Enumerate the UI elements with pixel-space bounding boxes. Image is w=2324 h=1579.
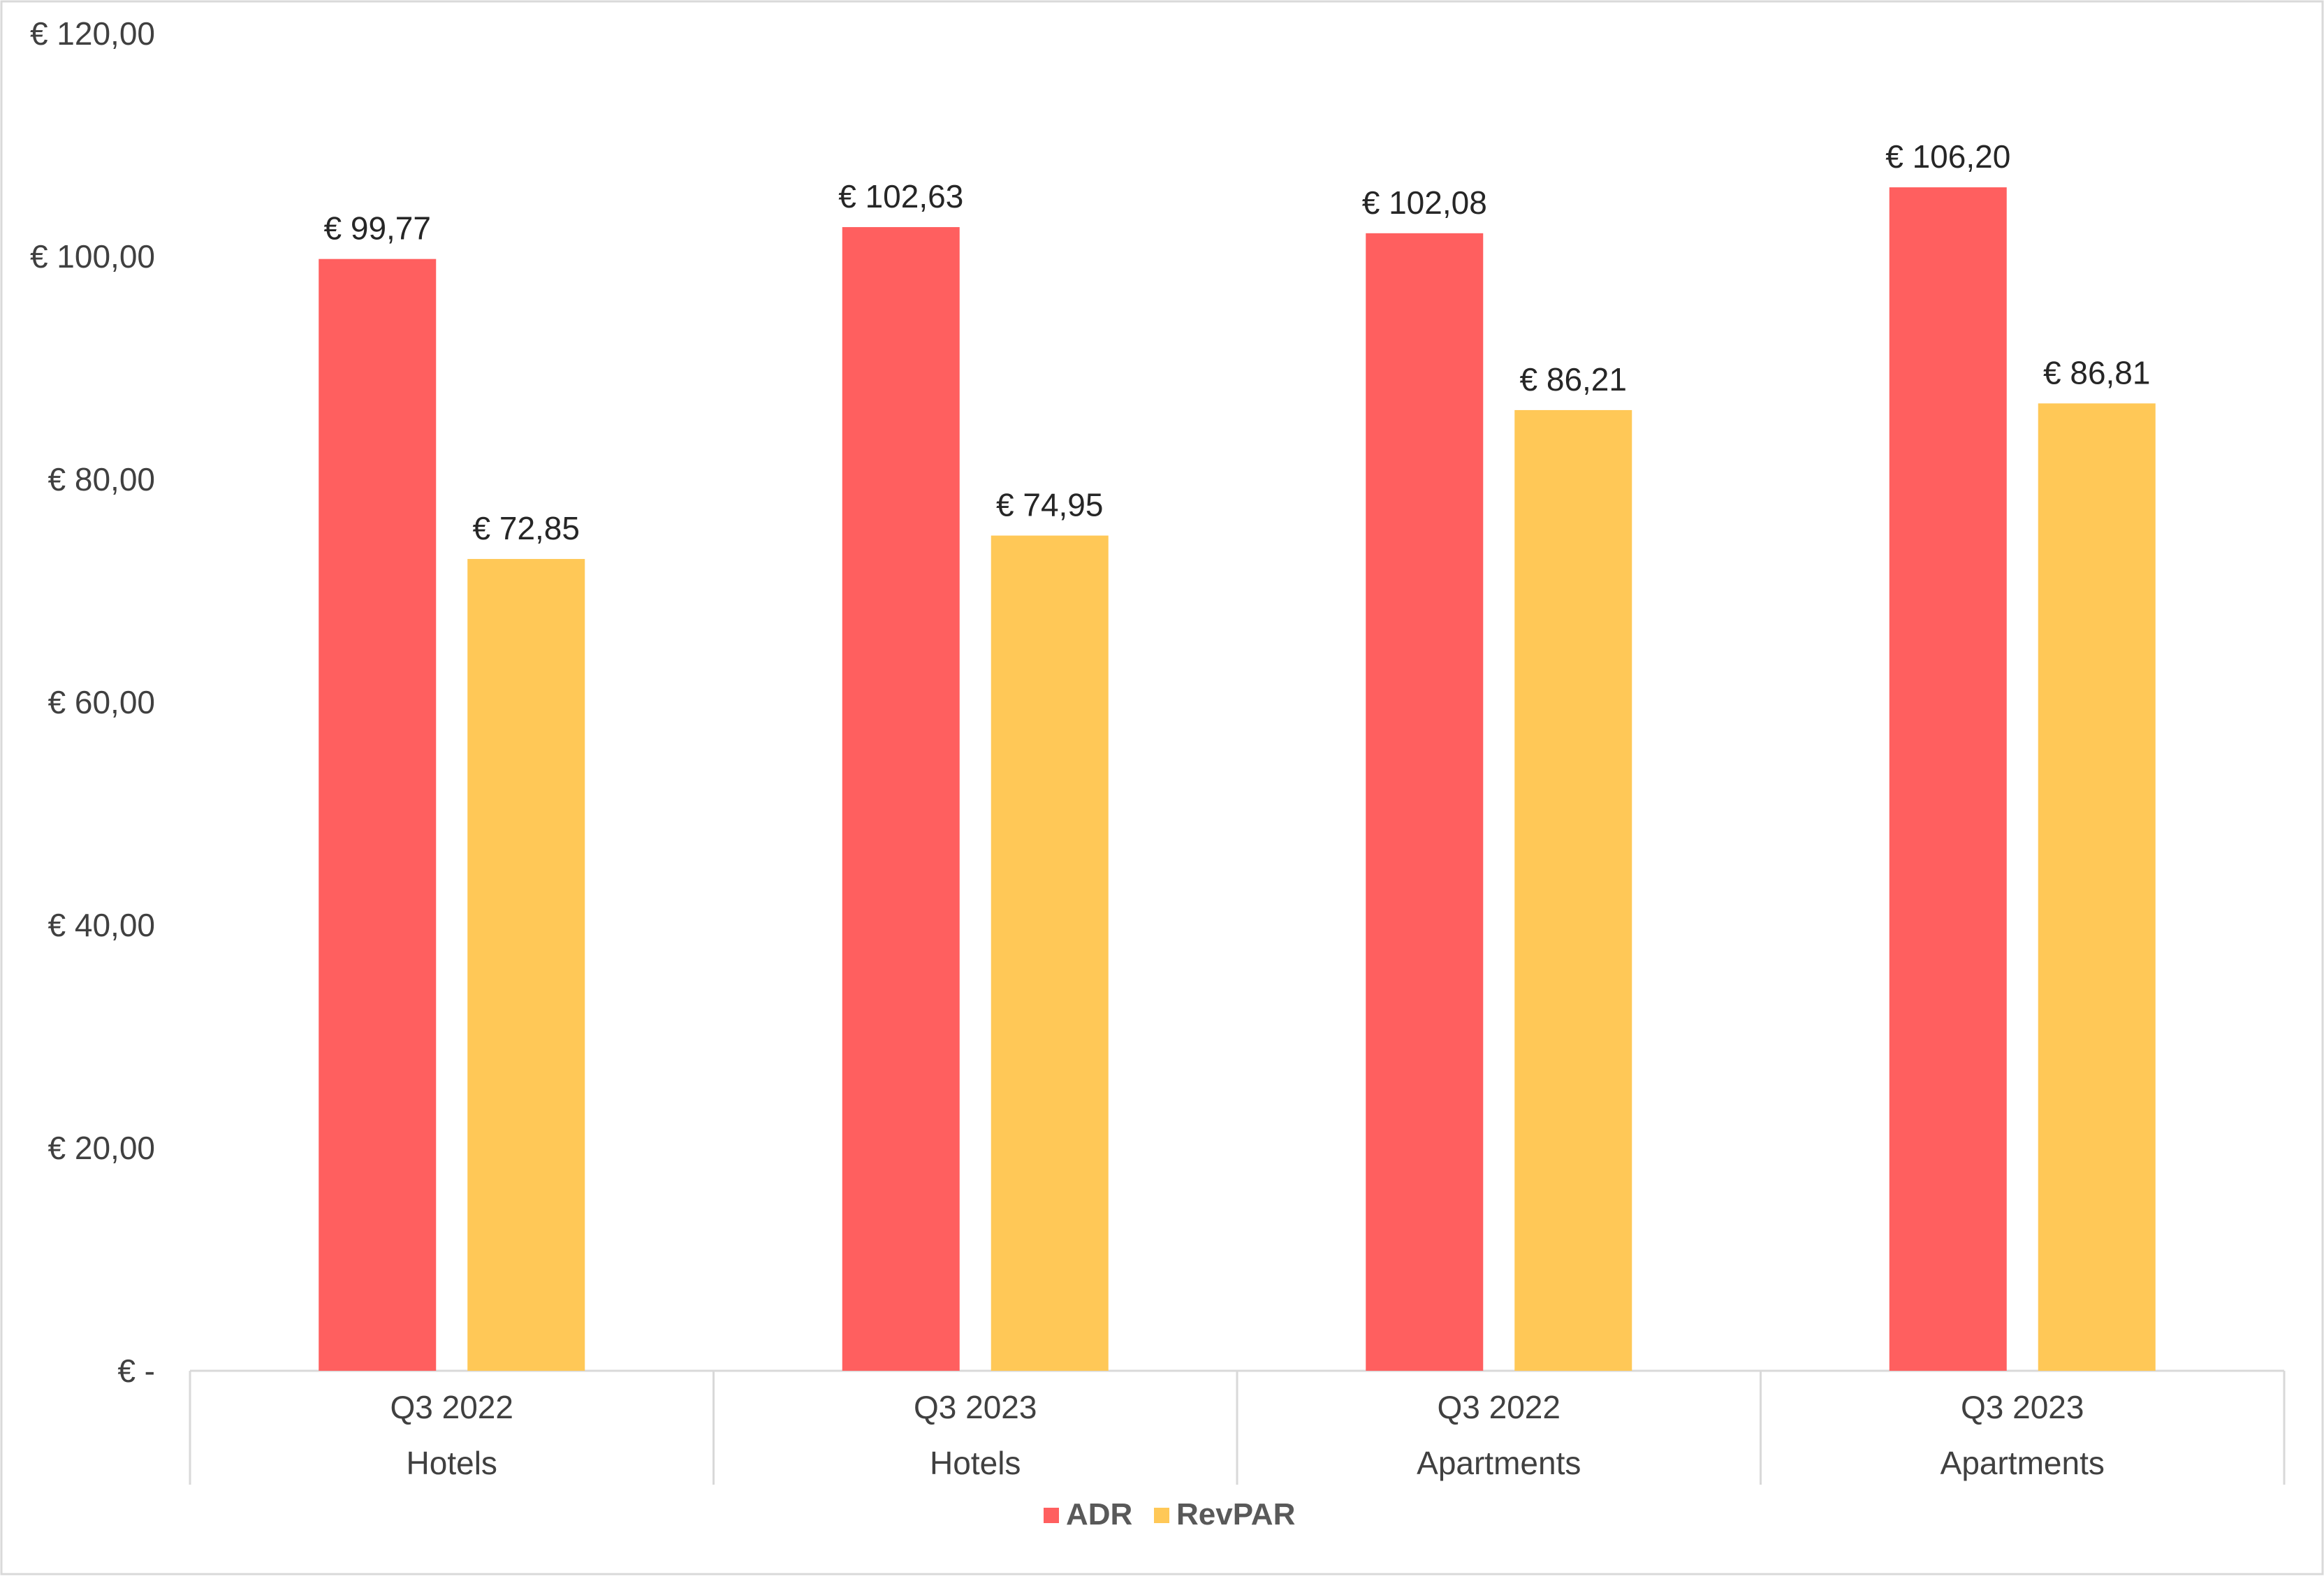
y-tick-label: € 20,00 xyxy=(48,1130,155,1166)
x-tick-label-group: Hotels xyxy=(930,1445,1021,1481)
x-tick-label-period: Q3 2022 xyxy=(1438,1389,1561,1425)
y-tick-label: € - xyxy=(117,1353,155,1389)
x-tick-label-group: Apartments xyxy=(1941,1445,2105,1481)
x-tick-label-period: Q3 2022 xyxy=(390,1389,513,1425)
bar-series-group xyxy=(319,187,2156,1371)
bar-revpar xyxy=(467,559,585,1371)
x-tick-label-period: Q3 2023 xyxy=(914,1389,1037,1425)
y-tick-label: € 40,00 xyxy=(48,907,155,943)
data-label-revpar: € 72,85 xyxy=(473,510,580,546)
bar-revpar xyxy=(2038,403,2156,1371)
data-label-revpar: € 86,21 xyxy=(1520,361,1627,398)
data-label-adr: € 102,08 xyxy=(1362,184,1487,221)
y-axis: € - € 20,00 € 40,00 € 60,00 € 80,00 € 100,00 €… xyxy=(30,15,155,1389)
legend-swatch-adr xyxy=(1044,1508,1059,1523)
legend: ADR RevPAR xyxy=(1044,1497,1295,1531)
bar-revpar xyxy=(991,535,1109,1371)
y-tick-label: € 60,00 xyxy=(48,684,155,720)
x-tick-label-period: Q3 2023 xyxy=(1961,1389,2084,1425)
bar-adr xyxy=(1366,233,1484,1371)
legend-swatch-revpar xyxy=(1154,1508,1169,1523)
data-label-revpar: € 74,95 xyxy=(996,487,1103,523)
x-tick-label-group: Apartments xyxy=(1417,1445,1581,1481)
data-label-adr: € 99,77 xyxy=(324,210,431,247)
bar-adr xyxy=(319,259,437,1371)
legend-label-adr: ADR xyxy=(1066,1497,1132,1531)
data-label-adr: € 102,63 xyxy=(838,178,963,214)
bar-adr xyxy=(1889,187,2007,1371)
data-label-adr: € 106,20 xyxy=(1885,138,2010,175)
legend-label-revpar: RevPAR xyxy=(1176,1497,1295,1531)
bar-adr xyxy=(842,227,960,1371)
bar-revpar xyxy=(1514,409,1632,1371)
data-labels-group: € 99,77 € 72,85 € 102,63 € 74,95 € 102,08 € 8… xyxy=(324,138,2151,546)
y-tick-label: € 120,00 xyxy=(30,15,155,52)
y-tick-label: € 100,00 xyxy=(30,238,155,275)
data-label-revpar: € 86,81 xyxy=(2043,354,2150,391)
y-tick-label: € 80,00 xyxy=(48,461,155,497)
x-tick-label-group: Hotels xyxy=(407,1445,497,1481)
